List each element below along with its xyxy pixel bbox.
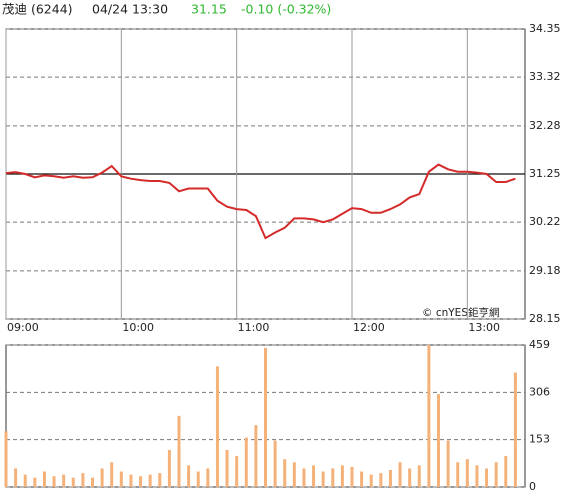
x-tick-label: 13:00	[468, 321, 500, 334]
x-tick-label: 09:00	[7, 321, 39, 334]
volume-bar	[187, 465, 191, 487]
y-tick-label: 28.15	[529, 312, 561, 325]
y-tick-label: 31.25	[529, 167, 561, 180]
volume-bar	[369, 474, 373, 487]
volume-bar	[235, 456, 239, 487]
volume-bar	[283, 459, 287, 487]
volume-bar	[475, 465, 479, 487]
y-tick-label: 0	[529, 480, 536, 493]
volume-bar	[206, 468, 210, 487]
x-tick-label: 11:00	[238, 321, 270, 334]
volume-bar	[350, 466, 354, 487]
volume-bar	[254, 425, 258, 487]
volume-bar	[4, 431, 8, 487]
volume-bar	[292, 462, 296, 487]
volume-bar	[388, 469, 392, 487]
volume-bar	[360, 471, 364, 487]
datetime: 04/24 13:30	[92, 2, 168, 17]
volume-bar	[437, 394, 440, 487]
y-tick-label: 153	[529, 433, 550, 446]
volume-bar	[52, 476, 56, 487]
volume-bar	[398, 462, 402, 487]
volume-bar	[494, 462, 498, 487]
volume-bar	[100, 468, 104, 487]
y-tick-label: 29.18	[529, 264, 561, 277]
volume-bar	[14, 468, 18, 487]
watermark: © cnYES鉅亨網	[422, 306, 499, 319]
volume-bar	[71, 477, 75, 487]
y-tick-label: 306	[529, 385, 550, 398]
volume-bar	[513, 372, 517, 487]
volume-bar	[215, 366, 219, 487]
y-tick-label: 459	[529, 338, 550, 351]
y-tick-label: 30.22	[529, 215, 561, 228]
y-tick-label: 32.28	[529, 119, 561, 132]
volume-bar	[119, 471, 123, 487]
volume-bar	[465, 459, 469, 487]
volume-bar	[23, 474, 27, 487]
volume-bar	[408, 468, 412, 487]
y-tick-label: 34.35	[529, 22, 561, 35]
change: -0.10 (-0.32%)	[241, 2, 331, 17]
volume-bar	[417, 465, 421, 487]
volume-bar	[485, 468, 489, 487]
volume-bar	[62, 474, 66, 487]
volume-bar	[158, 473, 162, 487]
price-line	[5, 163, 516, 240]
price: 31.15	[191, 2, 227, 17]
volume-bar	[379, 473, 383, 487]
volume-bar	[456, 462, 460, 487]
volume-bar	[139, 476, 143, 487]
volume-bar	[312, 465, 316, 487]
volume-bar	[504, 456, 508, 487]
volume-bar	[110, 462, 114, 487]
volume-bar	[33, 477, 37, 487]
volume-bar	[273, 440, 277, 487]
stock-name: 茂迪 (6244)	[2, 2, 73, 17]
volume-bar	[148, 474, 152, 487]
volume-bar	[302, 468, 306, 487]
volume-bar	[427, 345, 431, 487]
volume-bar	[264, 347, 267, 487]
x-tick-label: 10:00	[122, 321, 154, 334]
volume-bar	[42, 471, 46, 487]
volume-bar	[81, 473, 85, 487]
volume-bar	[129, 474, 133, 487]
volume-bar	[321, 471, 325, 487]
volume-bar	[340, 465, 344, 487]
y-tick-label: 33.32	[529, 70, 561, 83]
volume-bar	[225, 449, 229, 487]
volume-bar	[244, 437, 248, 487]
volume-bar	[331, 468, 335, 487]
volume-bar	[91, 477, 94, 487]
volume-bar	[167, 449, 171, 487]
x-tick-label: 12:00	[353, 321, 385, 334]
volume-bar	[177, 415, 181, 487]
volume-bar	[446, 440, 450, 487]
volume-bar	[196, 471, 200, 487]
